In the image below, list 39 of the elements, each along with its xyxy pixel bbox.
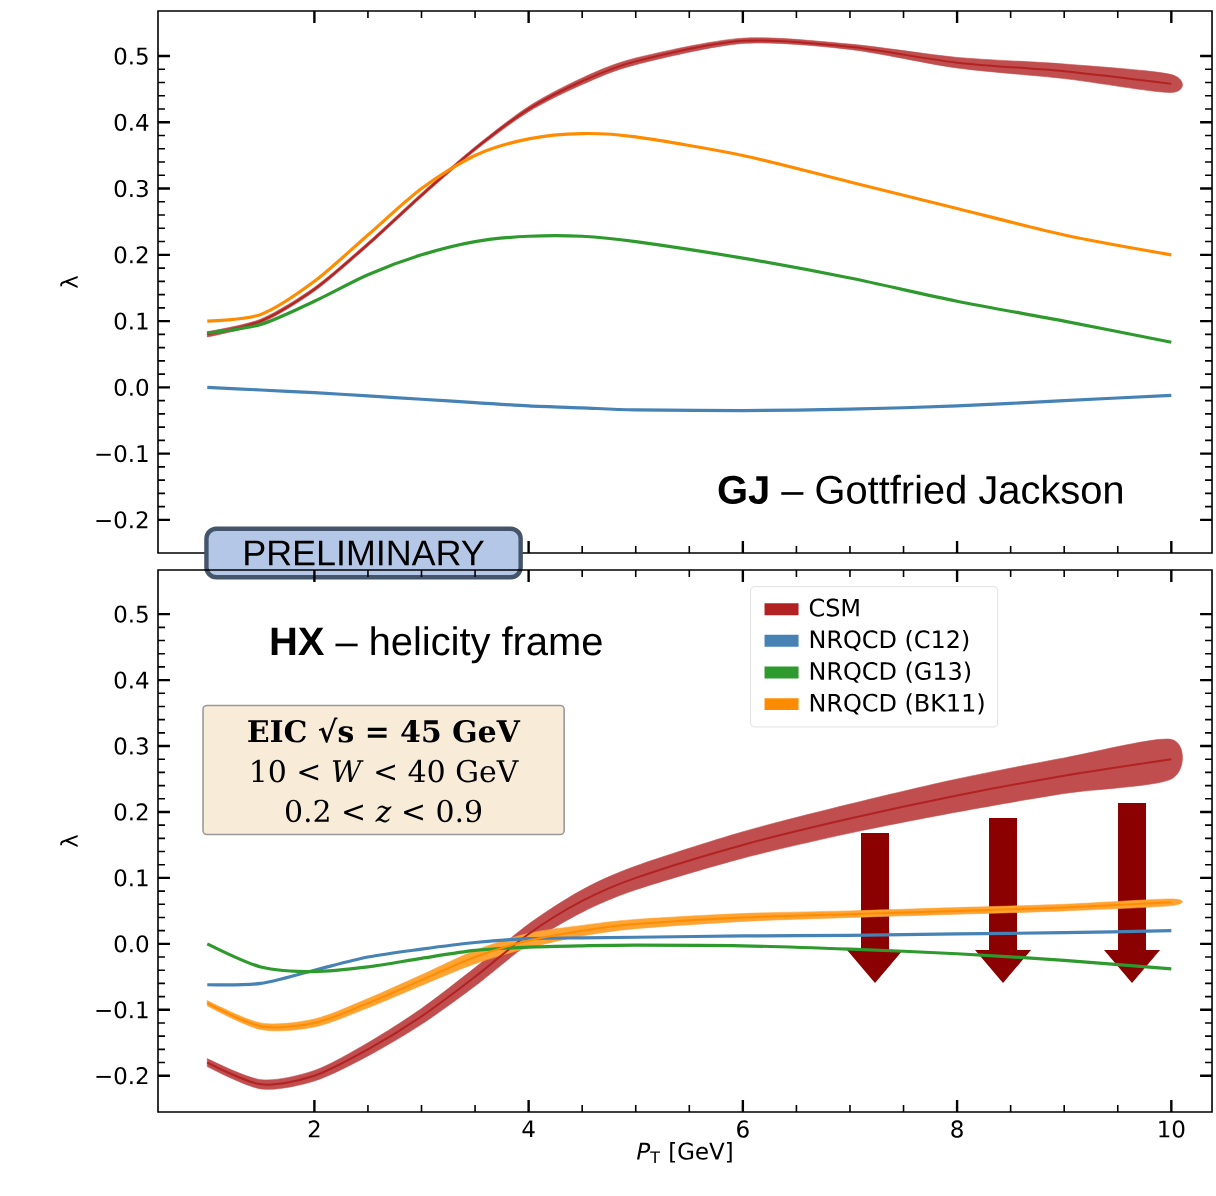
y-tick-label: 0.0	[114, 935, 149, 953]
legend-label: NRQCD (C12)	[810, 629, 969, 652]
x-axis-title: P$_{T}$ [GeV]	[636, 1142, 732, 1164]
y-tick-label: −0.2	[96, 1067, 148, 1085]
y-tick-label: −0.2	[96, 511, 148, 529]
annotation: PRELIMINARY	[245, 540, 484, 566]
y-tick-label: 0.2	[114, 803, 148, 821]
line-series	[205, 131, 1173, 323]
legend-label: NRQCD (G13)	[810, 661, 971, 683]
y-tick-label: −0.1	[96, 444, 148, 463]
annotation: 10 < W < 40 GeV	[252, 759, 519, 783]
y-tick-label: 0.0	[114, 378, 149, 396]
y-tick-label: 0.4	[114, 671, 149, 689]
y-tick-label: 0.5	[114, 605, 148, 623]
y-tick-label: −0.1	[96, 1001, 148, 1019]
x-tick-label: 8	[951, 1120, 963, 1138]
line-series	[205, 942, 1173, 974]
legend-label: NRQCD (BK11)	[810, 693, 984, 715]
y-tick-label: 0.3	[114, 737, 148, 755]
x-tick-label: 10	[1159, 1120, 1185, 1138]
y-axis-title: λ	[60, 275, 78, 289]
y-tick-label: 0.2	[114, 246, 148, 264]
legend-label: CSM	[809, 598, 859, 617]
annotation: HX – helicity frame	[271, 626, 602, 664]
y-tick-label: 0.5	[114, 47, 148, 65]
y-tick-label: 0.1	[114, 869, 148, 887]
line-series	[205, 929, 1173, 987]
annotation: EIC √s = 45 GeV	[248, 717, 521, 743]
annotation: 0.2 < z < 0.9	[286, 799, 482, 823]
annotation: GJ – Gottfried Jackson	[718, 474, 1122, 504]
x-tick-label: 2	[308, 1120, 320, 1138]
x-tick-label: 4	[522, 1120, 535, 1138]
y-tick-label: 0.1	[114, 312, 148, 330]
y-tick-label: 0.3	[114, 179, 148, 198]
x-tick-label: 6	[737, 1120, 749, 1138]
y-axis-title: λ	[60, 834, 78, 848]
line-series	[205, 234, 1173, 344]
y-tick-label: 0.4	[114, 113, 149, 131]
line-series	[205, 385, 1173, 413]
